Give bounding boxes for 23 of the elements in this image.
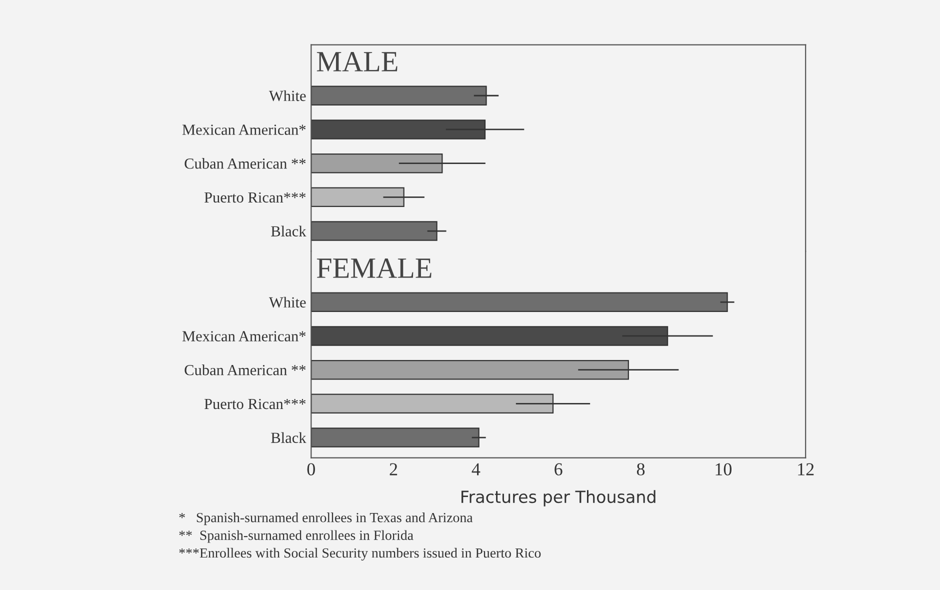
x-tick-label: 2 bbox=[390, 463, 398, 476]
chart-title: MALE bbox=[316, 52, 398, 72]
y-tick-label: White bbox=[268, 90, 306, 102]
y-tick-label: Puerto Rican*** bbox=[204, 192, 306, 203]
y-tick-label: Cuban American ** bbox=[184, 158, 306, 169]
y-tick-label: Black bbox=[271, 432, 306, 443]
y-tick-label: Mexican American* bbox=[182, 124, 306, 135]
chart-title: FEMALE bbox=[316, 258, 432, 278]
text: ***Enrollees with Social Security numbers issued in Puerto Rico bbox=[179, 548, 541, 561]
x-tick-label: 0 bbox=[307, 463, 315, 476]
x-tick-label: 10 bbox=[716, 463, 732, 476]
y-tick-label: Puerto Rican*** bbox=[204, 398, 306, 410]
y-tick-label: Mexican American* bbox=[182, 331, 306, 342]
text: * Spanish-surnamed enrollees in Texas and Arizona bbox=[179, 512, 473, 526]
x-axis-title: Fractures per Thousand bbox=[462, 490, 656, 506]
x-tick-label: 8 bbox=[636, 463, 645, 476]
x-tick-label: 4 bbox=[472, 463, 480, 476]
x-tick-label: 6 bbox=[554, 463, 562, 476]
y-tick-label: Black bbox=[271, 226, 306, 236]
text: ** Spanish-surnamed enrollees in Florida bbox=[179, 530, 414, 543]
x-tick-label: 12 bbox=[798, 463, 814, 476]
y-tick-label: Cuban American ** bbox=[184, 364, 306, 376]
y-tick-label: White bbox=[268, 296, 306, 308]
